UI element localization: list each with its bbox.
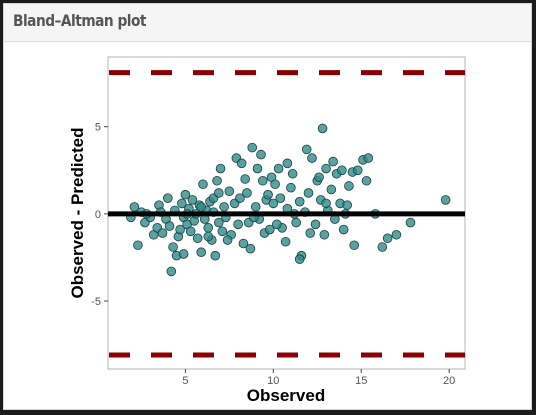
x-axis-label: Observed xyxy=(247,386,325,405)
panel-header: Bland–Altman plot xyxy=(4,4,531,42)
data-point xyxy=(286,182,296,193)
x-tick-label: 20 xyxy=(443,375,455,387)
x-tick-label: 5 xyxy=(182,375,188,387)
data-point xyxy=(361,175,372,186)
data-point xyxy=(391,229,402,240)
data-point xyxy=(247,142,258,153)
data-point xyxy=(203,231,214,242)
data-point xyxy=(272,219,282,230)
data-point xyxy=(317,123,328,134)
data-point xyxy=(133,240,143,251)
x-tick-label: 15 xyxy=(355,375,367,387)
data-point xyxy=(238,238,249,249)
data-point xyxy=(305,228,316,238)
data-point xyxy=(187,195,198,205)
data-point xyxy=(405,217,416,228)
data-point xyxy=(349,240,360,251)
data-point xyxy=(377,242,388,252)
plot-panel: Bland–Altman plot xyxy=(3,3,532,410)
y-axis-label: Observed - Predicted xyxy=(68,127,87,298)
data-point xyxy=(337,165,347,176)
data-point xyxy=(242,188,252,198)
data-point xyxy=(192,233,203,244)
data-point xyxy=(224,186,235,197)
data-point xyxy=(213,188,224,198)
reference-lines xyxy=(108,70,465,358)
data-point xyxy=(256,149,266,160)
data-point xyxy=(264,224,275,235)
data-point xyxy=(212,175,222,186)
x-axis-ticks: 5 10 15 20 xyxy=(182,369,455,387)
data-point xyxy=(344,181,354,191)
data-point xyxy=(198,179,208,190)
data-point xyxy=(257,175,268,186)
data-point xyxy=(303,188,314,198)
data-point xyxy=(250,202,261,212)
data-point xyxy=(319,229,330,240)
data-point xyxy=(314,172,324,183)
data-point xyxy=(280,236,291,247)
data-point xyxy=(382,233,393,244)
data-point xyxy=(294,196,305,207)
data-point xyxy=(245,243,256,254)
data-point xyxy=(215,163,226,174)
data-point xyxy=(263,189,273,200)
data-point xyxy=(217,226,228,237)
data-point xyxy=(338,224,349,235)
panel-title: Bland–Altman plot xyxy=(13,11,147,30)
data-point xyxy=(326,184,337,195)
data-point xyxy=(291,217,301,228)
data-point xyxy=(180,189,191,200)
data-point xyxy=(219,202,229,212)
data-point xyxy=(185,226,196,237)
data-point xyxy=(301,144,312,155)
data-point xyxy=(440,195,451,205)
data-point xyxy=(235,193,245,203)
data-point xyxy=(321,163,331,174)
data-point xyxy=(196,247,207,258)
data-point xyxy=(275,193,286,203)
data-point xyxy=(129,202,140,212)
data-point xyxy=(177,198,187,209)
data-point xyxy=(162,193,173,203)
data-point xyxy=(268,198,279,209)
data-point xyxy=(328,156,338,167)
data-point xyxy=(168,242,178,252)
data-point xyxy=(175,224,185,235)
data-point xyxy=(363,153,374,163)
data-point xyxy=(164,221,175,231)
data-point xyxy=(203,223,214,233)
data-point xyxy=(287,168,298,179)
data-point xyxy=(282,158,293,169)
data-point xyxy=(273,163,284,174)
data-point xyxy=(307,153,317,163)
data-point xyxy=(178,249,189,259)
data-point xyxy=(196,202,207,212)
data-point xyxy=(321,198,331,209)
data-point xyxy=(233,219,243,230)
data-point xyxy=(222,235,233,245)
data-point xyxy=(352,165,363,176)
y-tick-label: -5 xyxy=(91,296,101,308)
data-point xyxy=(210,250,221,261)
data-point xyxy=(310,219,321,230)
data-point xyxy=(294,254,305,264)
y-axis-ticks: -5 0 5 xyxy=(91,122,108,308)
data-point xyxy=(240,174,250,184)
x-tick-label: 10 xyxy=(267,375,279,387)
data-point xyxy=(342,200,352,210)
data-point xyxy=(213,217,224,228)
data-point xyxy=(236,158,247,169)
y-tick-label: 0 xyxy=(95,209,101,221)
data-point xyxy=(166,266,177,277)
y-tick-label: 5 xyxy=(95,122,101,134)
data-point xyxy=(252,163,263,174)
data-point xyxy=(270,179,280,190)
data-points xyxy=(108,123,465,277)
data-point xyxy=(157,228,168,238)
